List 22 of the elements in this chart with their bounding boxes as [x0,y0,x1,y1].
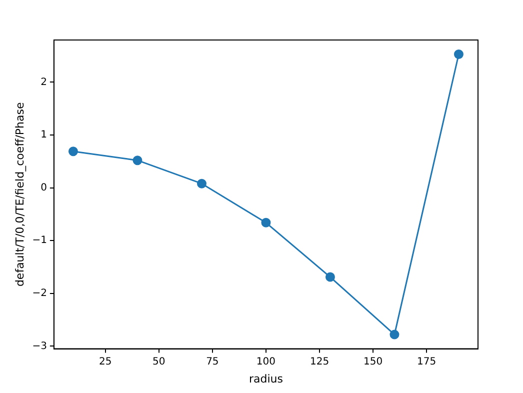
point [390,330,400,340]
y-tick-label: 0 [40,182,47,194]
y-tick-label: −2 [32,288,47,299]
x-tick-label: 150 [364,356,383,368]
x-tick-label: 175 [417,356,436,368]
y-tick-label: 2 [40,76,47,88]
x-tick-label: 75 [206,356,219,368]
y-tick-label: −1 [32,235,47,246]
point [196,178,206,188]
x-tick-label: 25 [98,356,112,368]
y-tick-label: 1 [40,130,47,141]
x-axis-title: radius [248,372,284,386]
x-tick-label: 125 [310,356,330,368]
point [454,50,464,60]
point [325,272,335,282]
x-tick-label: 50 [152,356,166,368]
point [68,146,78,156]
x-tick-label: 100 [256,356,276,368]
point [132,156,142,166]
y-tick-label: −3 [32,340,47,352]
y-axis-title: default/T/0,0/TE/field_coeff/Phase [13,102,26,287]
point [261,218,271,228]
